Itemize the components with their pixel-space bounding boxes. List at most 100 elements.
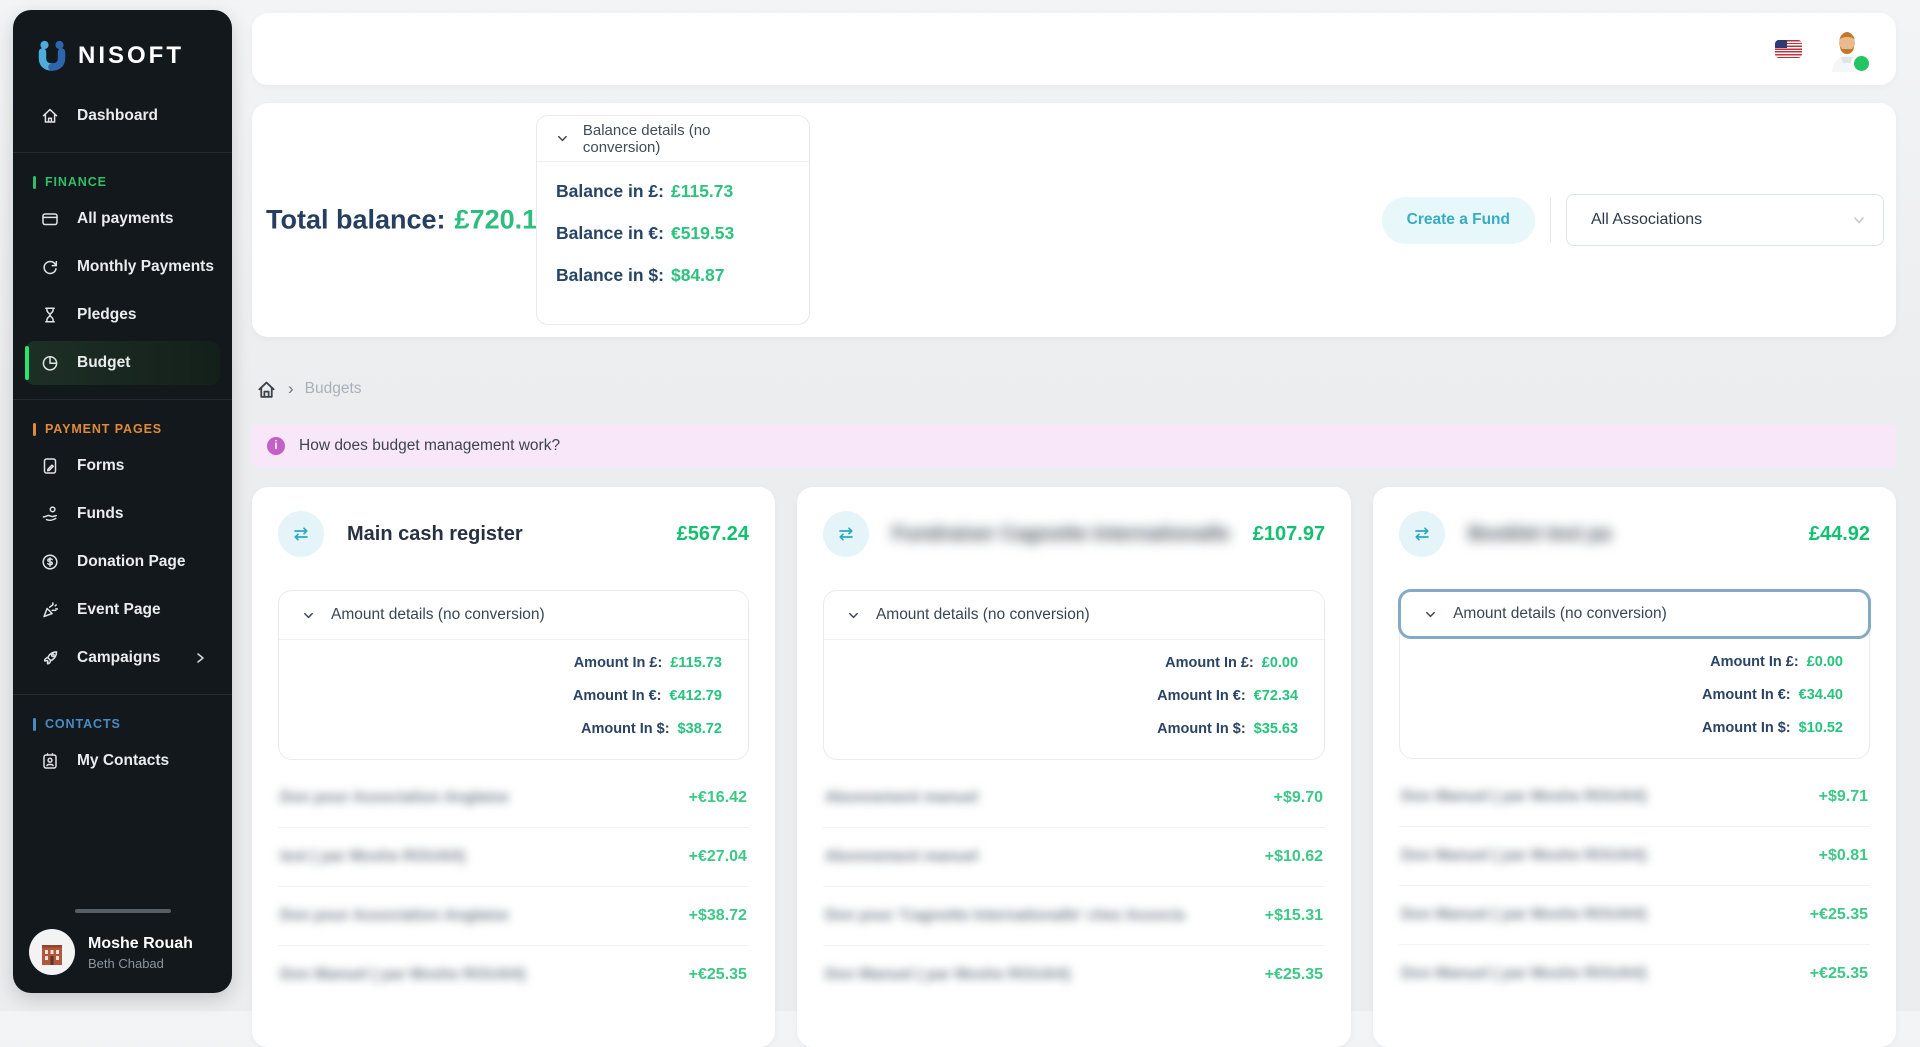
home-breadcrumb-icon[interactable] [256, 379, 277, 400]
transaction-amount: +$0.81 [1818, 847, 1868, 864]
chevron-down-icon [558, 135, 567, 142]
transfer-button[interactable] [1399, 511, 1446, 557]
transfer-icon [839, 527, 853, 541]
transaction-row[interactable]: Don Manuel ( par Moshe ROUAH) +€25.35 [1399, 945, 1870, 1003]
sidebar-item-my-contacts[interactable]: My Contacts [25, 739, 220, 783]
transaction-row[interactable]: Don Manuel ( par Moshe ROUAH) +€25.35 [278, 946, 749, 1004]
transaction-label: Don Manuel ( par Moshe ROUAH) [824, 966, 1071, 983]
sidebar-item-budget[interactable]: Budget [25, 341, 220, 385]
main-content: Total balance: £720.13 Balance details (n… [252, 0, 1896, 1047]
balance-actions: Create a Fund All Associations [1381, 194, 1884, 246]
sidebar-item-label: Forms [77, 457, 125, 474]
transaction-row[interactable]: Don Manuel ( par Moshe ROUAH) +$0.81 [1399, 827, 1870, 886]
user-profile[interactable]: Moshe Rouah Beth Chabad [29, 929, 216, 975]
chevron-down-icon [848, 612, 858, 618]
transaction-row[interactable]: Don pour 'Cagnotte Internationalle' chez… [822, 887, 1326, 946]
associations-select[interactable]: All Associations [1566, 194, 1884, 246]
sidebar-item-dashboard[interactable]: Dashboard [25, 94, 220, 138]
create-fund-button[interactable]: Create a Fund [1381, 196, 1535, 244]
balance-details-toggle[interactable]: Balance details (no conversion) [537, 116, 809, 162]
transaction-label: Abonnement manuel [824, 848, 979, 865]
sidebar-item-event-page[interactable]: Event Page [25, 588, 220, 632]
amount-row: Amount In €: €72.34 [1157, 688, 1299, 704]
balance-row: Balance in $: $84.87 [556, 265, 725, 285]
dollar-circle-icon [42, 554, 58, 570]
transaction-amount: +€27.04 [688, 848, 747, 865]
profile-avatar[interactable] [1824, 26, 1872, 74]
amount-details-toggle[interactable]: Amount details (no conversion) [823, 591, 1325, 640]
transfer-button[interactable] [822, 511, 869, 557]
transfer-button[interactable] [278, 511, 324, 557]
chevron-down-icon [1426, 611, 1436, 617]
balance-row: Balance in €: €519.53 [556, 223, 735, 243]
section-label-finance: FINANCE [33, 175, 212, 189]
amount-details-body: Amount In £: £0.00 Amount In €: €34.40 Amo… [1400, 639, 1869, 758]
sidebar-item-label: Donation Page [77, 553, 186, 570]
card-header: Main cash register £567.24 [278, 511, 749, 557]
sidebar-item-forms[interactable]: Forms [25, 444, 220, 488]
transaction-row[interactable]: Abonnement manuel +$10.62 [822, 828, 1326, 887]
transaction-row[interactable]: Don pour Association Anglaise +$38.72 [278, 887, 749, 946]
sidebar-item-monthly-payments[interactable]: Monthly Payments [25, 245, 220, 289]
form-icon [43, 458, 57, 474]
breadcrumb: › Budgets [252, 378, 1896, 400]
transaction-row[interactable]: Don pour Association Anglaise +€16.42 [278, 769, 749, 828]
transaction-label: Don pour Association Anglaise [280, 907, 509, 924]
transaction-row[interactable]: Abonnement manuel +$9.70 [822, 769, 1326, 828]
balance-row: Balance in £: £115.73 [556, 181, 734, 201]
pie-chart-icon [42, 355, 58, 371]
budget-card-booklet: Booklet test pa £44.92 Amount details (n… [1373, 487, 1896, 1047]
user-organization: Beth Chabad [88, 955, 164, 971]
sidebar-item-donation-page[interactable]: Donation Page [25, 540, 220, 584]
sidebar: NISOFT Dashboard FINANCE All payments Mo… [13, 10, 232, 993]
transaction-row[interactable]: test ( par Moshe ROUAH) +€27.04 [278, 828, 749, 887]
transaction-label: Don pour Association Anglaise [280, 789, 509, 806]
transaction-label: Don Manuel ( par Moshe ROUAH) [280, 966, 526, 983]
amount-row: Amount In $: $10.52 [1702, 720, 1843, 736]
transaction-label: Don Manuel ( par Moshe ROUAH) [1401, 965, 1647, 982]
sidebar-collapse-handle[interactable] [74, 909, 171, 913]
balance-details-card: Balance details (no conversion) Balance … [536, 115, 810, 325]
amount-row: Amount In £: £0.00 [1710, 654, 1843, 670]
hourglass-icon [45, 307, 55, 323]
budget-title: Booklet test pa [1468, 522, 1612, 545]
budget-title: Main cash register [347, 522, 523, 545]
transaction-label: Don Manuel ( par Moshe ROUAH) [1401, 906, 1647, 923]
transaction-row[interactable]: Don Manuel ( par Moshe ROUAH) +€25.35 [1399, 886, 1870, 945]
language-flag-icon[interactable] [1775, 40, 1802, 58]
chevron-down-icon [304, 612, 313, 618]
hand-coin-icon [42, 506, 57, 521]
sidebar-item-campaigns[interactable]: Campaigns [25, 636, 220, 680]
transaction-amount: +$9.70 [1273, 789, 1324, 806]
budget-card-fundraiser: Fundraiser Cagnotte Internationalle £107… [796, 487, 1352, 1047]
transaction-amount: +€16.42 [688, 789, 747, 806]
online-status-dot [1851, 53, 1872, 74]
organization-avatar [29, 929, 75, 975]
transaction-list: Don pour Association Anglaise +€16.42 tes… [278, 769, 749, 1004]
amount-details-toggle[interactable]: Amount details (no conversion) [1398, 589, 1871, 639]
sidebar-item-funds[interactable]: Funds [25, 492, 220, 536]
budget-card-main-cash-register: Main cash register £567.24 Amount detail… [252, 487, 775, 1047]
sidebar-item-label: Dashboard [77, 107, 158, 124]
amount-details-toggle[interactable]: Amount details (no conversion) [279, 591, 748, 640]
transaction-amount: +€25.35 [1809, 965, 1868, 982]
section-label-payment-pages: PAYMENT PAGES [33, 422, 212, 436]
amount-details-accordion: Amount details (no conversion) Amount In… [822, 590, 1326, 760]
transaction-amount: +€25.35 [1809, 906, 1868, 923]
section-bar [33, 717, 36, 731]
section-bar [33, 422, 36, 436]
amount-details-accordion: Amount details (no conversion) Amount In… [1398, 589, 1871, 759]
help-banner[interactable]: i How does budget management work? [252, 425, 1896, 467]
transaction-row[interactable]: Don Manuel ( par Moshe ROUAH) +$9.71 [1399, 768, 1870, 827]
app-logo: NISOFT [13, 10, 232, 76]
section-bar [33, 175, 36, 189]
sidebar-item-all-payments[interactable]: All payments [25, 197, 220, 241]
logo-u-icon [35, 40, 69, 72]
sidebar-item-pledges[interactable]: Pledges [25, 293, 220, 337]
total-balance: Total balance: £720.13 [266, 205, 552, 236]
transaction-label: Abonnement manuel [824, 789, 979, 806]
amount-details-body: Amount In £: £115.73 Amount In €: €412.79 … [279, 640, 748, 759]
transaction-amount: +€25.35 [1264, 966, 1324, 983]
transaction-row[interactable]: Don Manuel ( par Moshe ROUAH) +€25.35 [823, 946, 1325, 1004]
amount-row: Amount In $: $38.72 [580, 721, 722, 737]
